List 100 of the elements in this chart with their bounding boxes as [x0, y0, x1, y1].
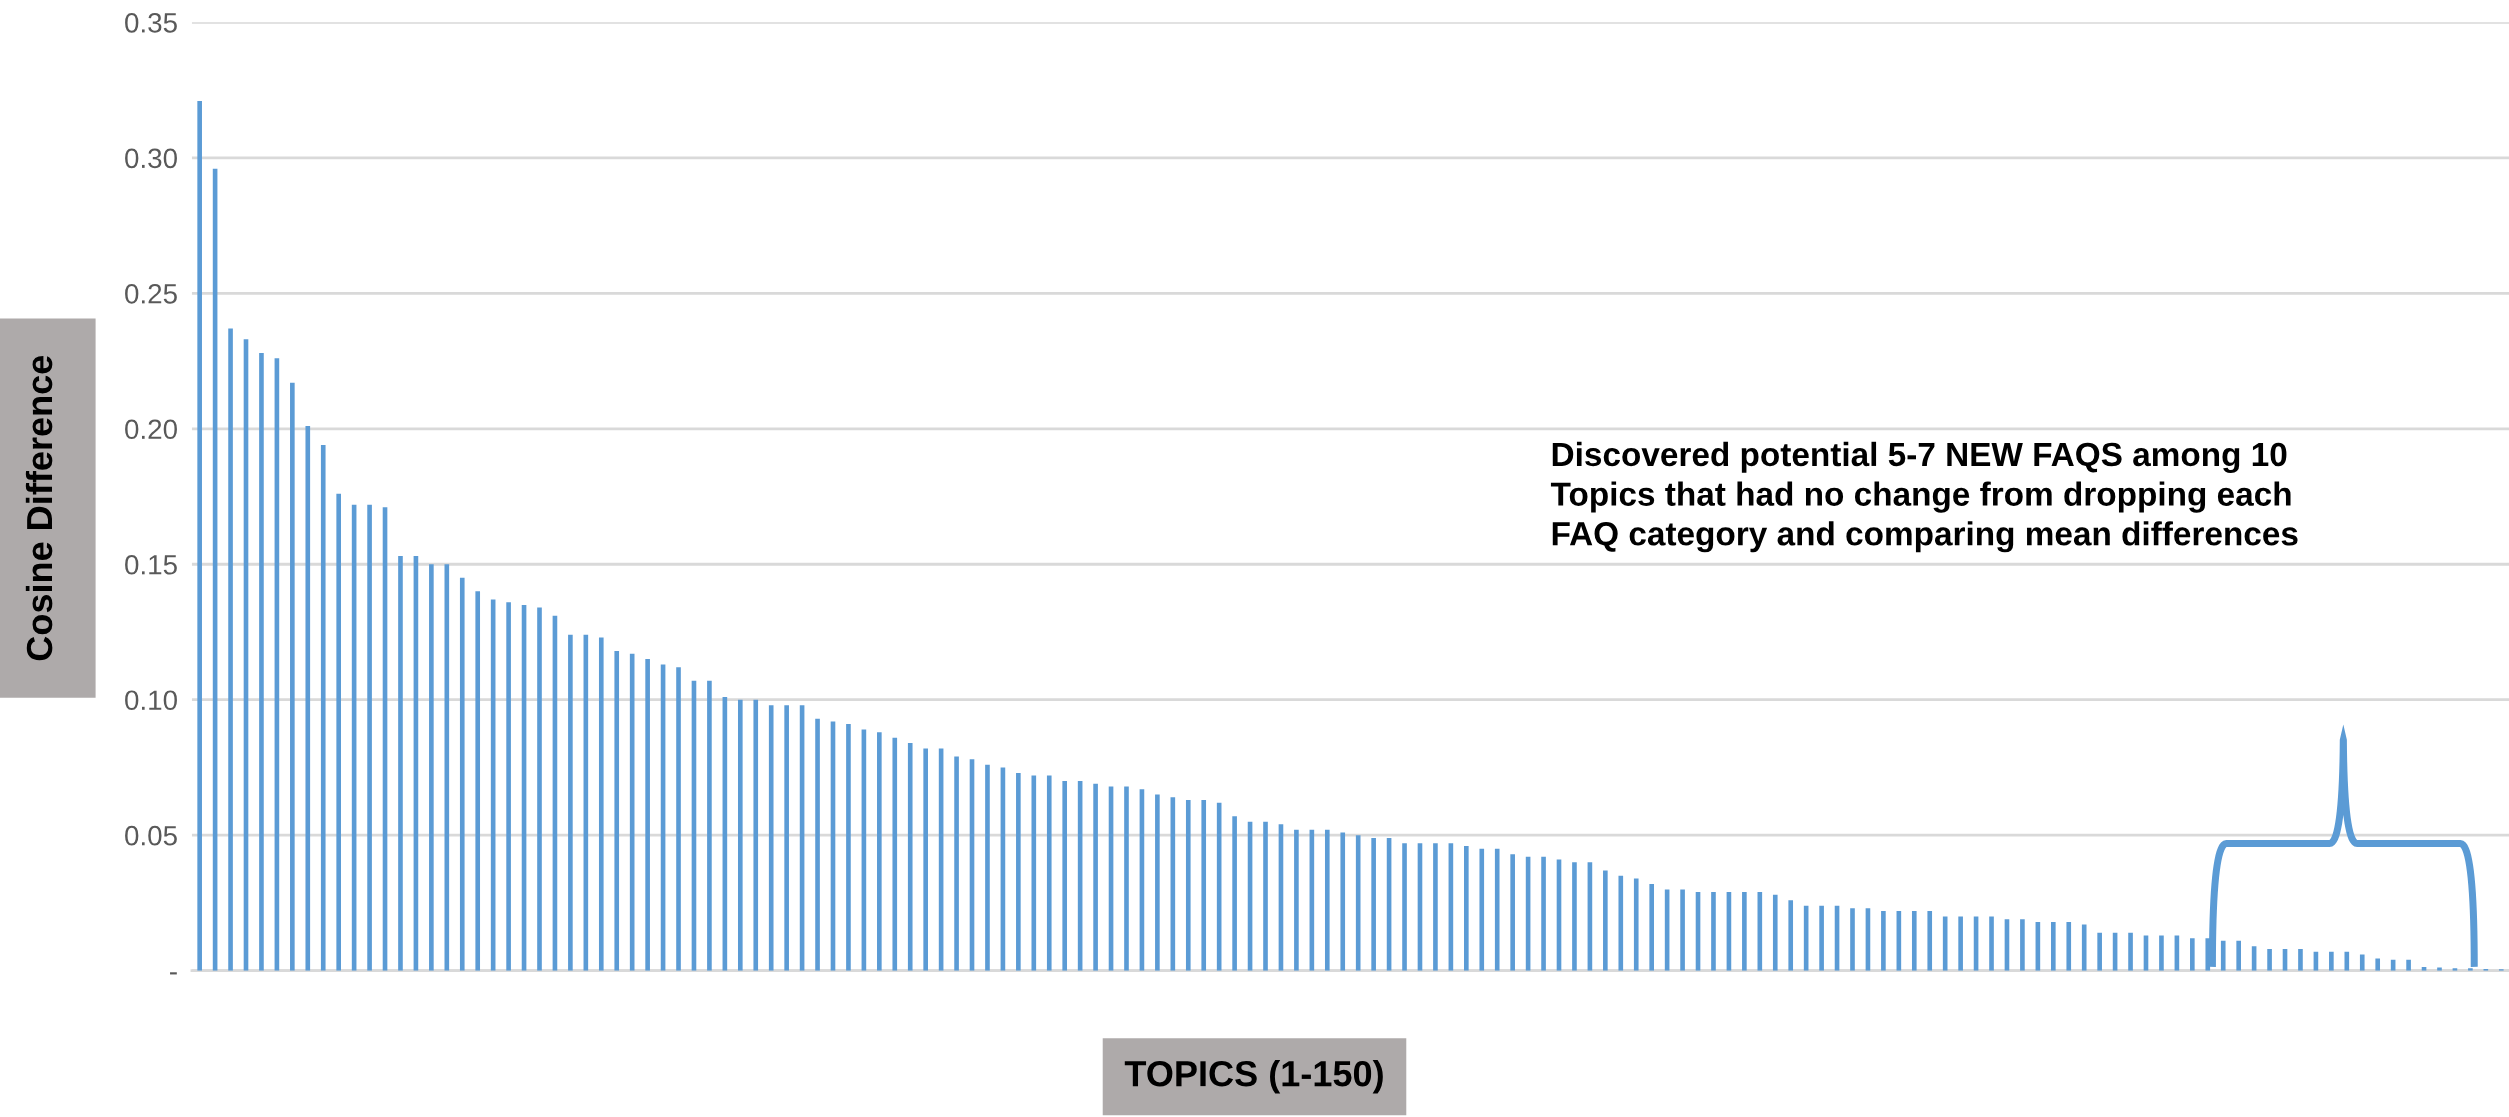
bar	[1572, 862, 1577, 971]
bar	[1016, 772, 1021, 971]
y-tick-label: 0.35	[125, 13, 177, 33]
bar	[197, 100, 202, 971]
bar	[444, 564, 450, 971]
bar	[1031, 775, 1037, 971]
bar	[1093, 783, 1098, 971]
bar	[367, 504, 372, 971]
bar	[320, 445, 326, 971]
y-tick-label: -	[170, 972, 177, 975]
bar	[1788, 900, 1794, 971]
bar	[1541, 856, 1546, 971]
bar	[923, 748, 928, 971]
bar	[2020, 919, 2025, 971]
bar	[1062, 781, 1068, 971]
bar	[305, 426, 311, 971]
bar	[2220, 940, 2226, 971]
bar	[1958, 916, 1963, 971]
bar	[1494, 848, 1500, 971]
bar	[1711, 892, 1716, 971]
bar	[2081, 924, 2087, 971]
y-tick-label: 0.10	[125, 690, 177, 711]
bar	[1850, 908, 1855, 971]
bar	[1927, 911, 1933, 971]
bar	[892, 737, 898, 971]
bar	[598, 637, 604, 971]
bar	[2128, 932, 2133, 971]
bar	[1772, 894, 1778, 971]
bar	[2097, 932, 2102, 971]
bar	[2344, 951, 2350, 971]
bar	[676, 667, 681, 971]
bar	[1355, 835, 1361, 971]
bar	[1324, 829, 1330, 971]
bar	[877, 732, 882, 971]
bar	[459, 577, 465, 971]
bar	[2236, 940, 2241, 971]
bar	[2190, 938, 2195, 971]
bar	[1649, 883, 1654, 971]
bar	[568, 634, 573, 971]
bar	[645, 659, 650, 971]
bar	[398, 556, 403, 971]
bar	[985, 764, 990, 971]
bar	[1340, 832, 1346, 971]
y-tick-label: 0.25	[125, 283, 177, 304]
bar	[2267, 949, 2272, 971]
bar	[954, 756, 959, 971]
bar	[784, 705, 789, 971]
bar	[2359, 954, 2365, 971]
bar	[2406, 959, 2411, 971]
y-tick-label: 0.05	[125, 825, 177, 846]
bar	[1603, 870, 1608, 971]
bar	[1989, 916, 1994, 971]
bar	[1124, 786, 1129, 971]
bar	[336, 493, 341, 971]
bar	[1371, 837, 1376, 971]
bar	[506, 602, 511, 971]
bar	[1618, 875, 1624, 971]
bar	[1510, 854, 1515, 971]
bar	[259, 352, 264, 971]
bar	[737, 699, 743, 971]
bar	[1633, 878, 1639, 971]
x-axis-title: TOPICS (1-150)	[1124, 1059, 1383, 1094]
bar	[1911, 911, 1917, 971]
annotation: Discovered potential 5-7 NEW FAQS among 10 Topics that had no change from dropping each FAQ category and comparing mean differences	[1550, 441, 2298, 553]
bar	[1464, 846, 1469, 971]
bar	[707, 680, 712, 971]
bar	[2298, 949, 2303, 971]
bar	[2375, 958, 2381, 971]
bar	[1155, 794, 1160, 971]
bar	[228, 328, 233, 971]
y-axis-title: Cosine Difference	[25, 355, 53, 661]
y-tick-label: 0.30	[125, 148, 177, 169]
bar	[537, 607, 542, 971]
bar	[1294, 829, 1299, 971]
bar	[614, 650, 620, 971]
y-tick-label: 0.15	[125, 554, 177, 575]
bar	[1201, 799, 1207, 971]
bar	[1046, 775, 1052, 971]
bar	[1402, 843, 1407, 971]
y-tick-label: 0.20	[125, 419, 177, 440]
bar	[1742, 892, 1747, 971]
bar	[768, 705, 774, 971]
bar	[753, 699, 759, 971]
bar	[846, 724, 851, 971]
bar	[2329, 951, 2334, 971]
bar	[2159, 935, 2164, 971]
bar	[1433, 843, 1438, 971]
bar	[290, 382, 295, 971]
bar	[1479, 848, 1485, 971]
bar	[1185, 799, 1191, 971]
bar	[1881, 911, 1886, 971]
bar	[1757, 892, 1763, 971]
bar	[429, 564, 434, 971]
bar	[2050, 921, 2056, 971]
bar	[1263, 821, 1268, 971]
bar	[475, 591, 481, 971]
bar	[2437, 967, 2442, 971]
bar	[1819, 905, 1824, 971]
bar	[1232, 816, 1237, 971]
bar	[2066, 921, 2072, 971]
